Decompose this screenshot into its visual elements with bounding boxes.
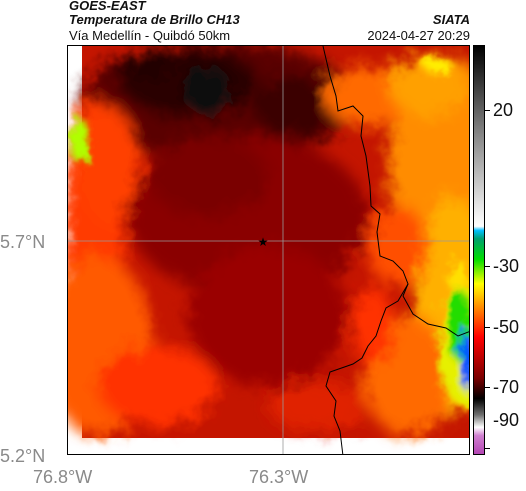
route-label: Vía Medellín - Quibdó 50km	[69, 28, 231, 43]
brightness-temperature-map: ★	[67, 45, 470, 455]
satellite-name: GOES-EAST	[69, 0, 146, 13]
colorbar-tick-label: -50	[493, 317, 520, 337]
colorbar-tick-label: -70	[493, 377, 520, 397]
colorbar-tick-label: 20	[493, 100, 514, 120]
lat-tick-label: 5.7°N	[0, 232, 46, 252]
lon-tick-label: 76.8°W	[33, 467, 93, 487]
lat-tick-label: 5.2°N	[0, 446, 46, 466]
lon-tick-label: 76.3°W	[249, 467, 309, 487]
agency-label: SIATA	[432, 12, 470, 27]
datetime-label: 2024-04-27 20:29	[367, 28, 470, 43]
star-icon: ★	[258, 235, 269, 249]
product-title: Temperatura de Brillo CH13	[69, 12, 240, 27]
colorbar	[473, 45, 485, 455]
colorbar-tick-label: -90	[493, 410, 520, 430]
colorbar-tick-label: -30	[493, 256, 520, 276]
